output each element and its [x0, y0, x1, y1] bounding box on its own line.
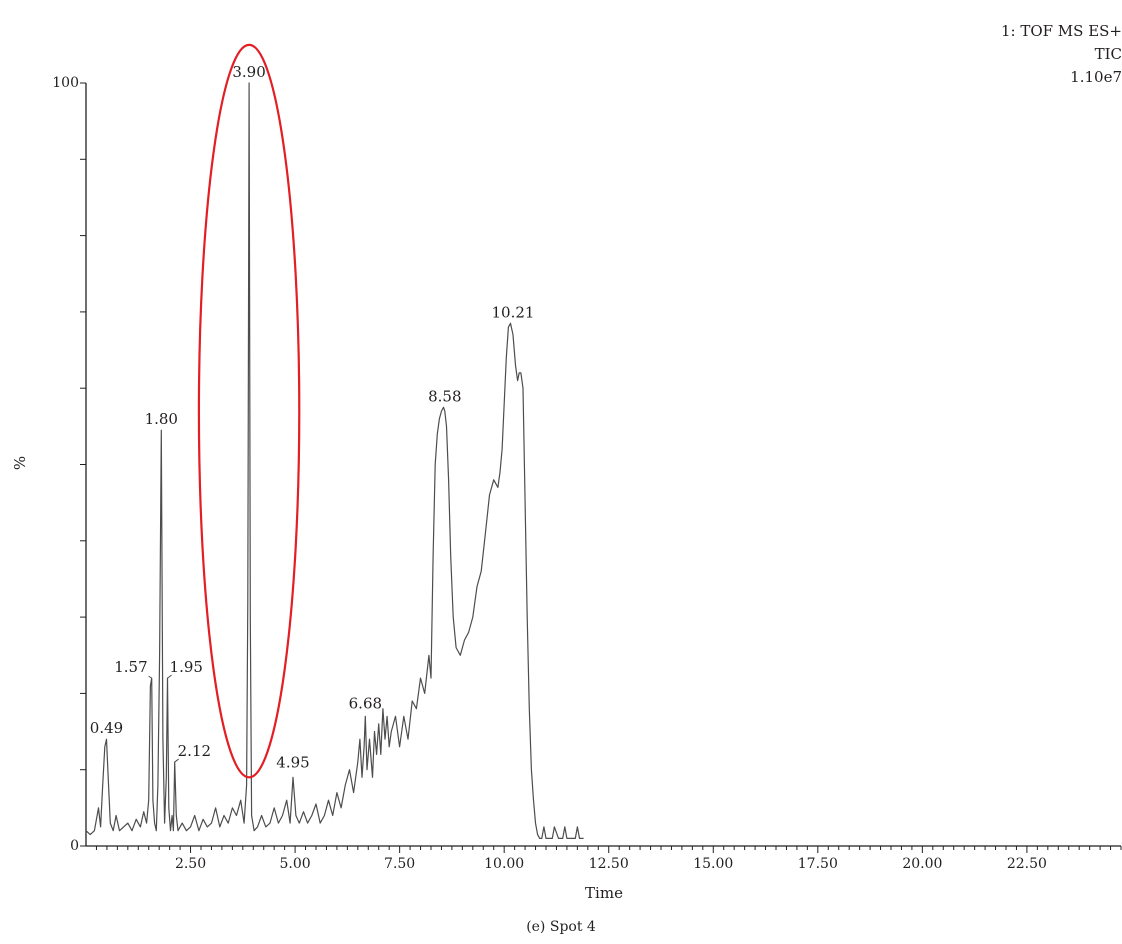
header-trace-type: TIC	[1094, 45, 1122, 63]
header-intensity: 1.10e7	[1070, 68, 1122, 86]
x-tick-label: 17.50	[798, 856, 838, 872]
x-tick-label: 22.50	[1007, 856, 1047, 872]
highlight-group	[197, 43, 301, 779]
peak-leader	[174, 758, 179, 763]
peak-label: 8.58	[428, 387, 461, 405]
series-group	[85, 82, 584, 839]
y-axis-label: %	[11, 456, 29, 470]
x-tick-label: 5.00	[280, 856, 311, 872]
ticks: 2.50 5.00 7.50 10.00 12.50 15.00 17.50 20.00 22.…	[52, 75, 1122, 872]
peak-label: 0.49	[90, 719, 123, 737]
y-tick-label: 100	[52, 75, 79, 91]
x-tick-label: 20.00	[902, 856, 942, 872]
acquisition-header: 1: TOF MS ES+ TIC 1.10e7	[1001, 20, 1122, 89]
x-axis-label: Time	[585, 884, 623, 902]
tic-trace	[85, 82, 584, 839]
x-tick-label: 2.50	[175, 856, 206, 872]
x-tick-label: 15.00	[693, 856, 733, 872]
x-tick-label: 12.50	[589, 856, 629, 872]
x-tick-label: 10.00	[484, 856, 524, 872]
peak-label: 1.57	[114, 658, 147, 676]
peak-label: 1.95	[170, 658, 203, 676]
peak-label: 2.12	[178, 742, 211, 760]
peak-leader	[148, 675, 152, 679]
peak-label: 1.80	[145, 410, 178, 428]
header-scan-function: 1: TOF MS ES+	[1000, 22, 1122, 40]
peak-labels: 0.49 1.57 1.80 1.95 2.12 3.90 4.95 6.68 8.58 10.2…	[90, 63, 535, 771]
y-tick-label: 0	[70, 838, 79, 854]
peak-label: 4.95	[276, 753, 309, 771]
axes	[85, 83, 1121, 847]
figure-caption: (e) Spot 4	[526, 919, 596, 935]
peak-label: 6.68	[349, 694, 382, 712]
peak-leader	[167, 674, 172, 679]
peak-label: 3.90	[232, 63, 265, 81]
highlight-ellipse	[197, 43, 301, 779]
x-tick-label: 7.50	[384, 856, 415, 872]
peak-label: 10.21	[491, 303, 534, 321]
